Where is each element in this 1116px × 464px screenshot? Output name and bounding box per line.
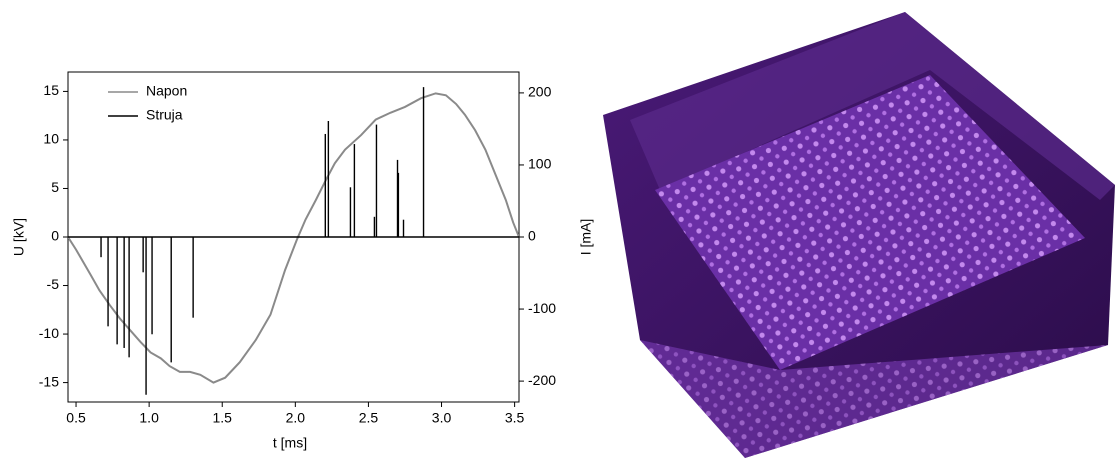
y2-tick-label: 200: [528, 84, 552, 100]
x-axis-label: t [ms]: [273, 435, 307, 451]
photo: [603, 12, 1115, 458]
y2-tick-label: -200: [528, 372, 556, 388]
droplets: [655, 75, 1085, 370]
y2-tick-label: 0: [528, 228, 536, 244]
x-tick-label: 3.0: [432, 410, 452, 426]
x-tick-label: 0.5: [66, 410, 86, 426]
y-tick-label: -15: [39, 373, 59, 389]
droplets-front: [640, 340, 1108, 458]
x-tick-label: 2.0: [286, 410, 306, 426]
y2-tick-label: 100: [528, 156, 552, 172]
x-tick-label: 3.5: [505, 410, 525, 426]
y-tick-label: -5: [47, 276, 60, 292]
y-tick-label: 5: [51, 179, 59, 195]
y-tick-label: 10: [43, 131, 59, 147]
x-tick-label: 2.5: [359, 410, 379, 426]
legend-label: Struja: [146, 107, 183, 123]
voltage-line: [68, 92, 519, 384]
x-tick-label: 1.5: [212, 410, 232, 426]
y2-axis-label: I [mA]: [578, 219, 594, 256]
y2-tick-label: -100: [528, 300, 556, 316]
x-tick-label: 1.0: [139, 410, 159, 426]
y-tick-label: 15: [43, 82, 59, 98]
y-tick-label: 0: [51, 228, 59, 244]
y-tick-label: -10: [39, 325, 59, 341]
y-axis-label: U [kV]: [11, 218, 27, 256]
legend-label: Napon: [146, 83, 187, 99]
